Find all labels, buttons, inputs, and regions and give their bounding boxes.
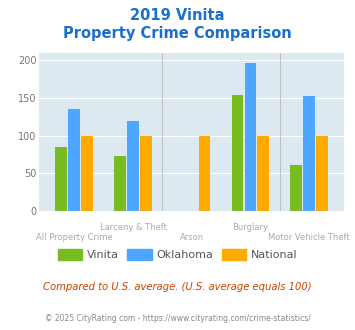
Text: Property Crime Comparison: Property Crime Comparison xyxy=(63,26,292,41)
Bar xyxy=(69,109,80,211)
Text: Motor Vehicle Theft: Motor Vehicle Theft xyxy=(268,233,350,242)
Text: Arson: Arson xyxy=(180,233,204,242)
Bar xyxy=(114,156,126,211)
Text: All Property Crime: All Property Crime xyxy=(36,233,113,242)
Bar xyxy=(55,147,67,211)
Bar xyxy=(81,136,93,211)
Bar xyxy=(290,165,302,211)
Bar xyxy=(127,121,139,211)
Text: 2019 Vinita: 2019 Vinita xyxy=(130,8,225,23)
Legend: Vinita, Oklahoma, National: Vinita, Oklahoma, National xyxy=(53,245,302,265)
Bar xyxy=(303,96,315,211)
Text: Larceny & Theft: Larceny & Theft xyxy=(99,223,166,232)
Text: Compared to U.S. average. (U.S. average equals 100): Compared to U.S. average. (U.S. average … xyxy=(43,282,312,292)
Bar xyxy=(231,95,244,211)
Text: Burglary: Burglary xyxy=(233,223,268,232)
Text: © 2025 CityRating.com - https://www.cityrating.com/crime-statistics/: © 2025 CityRating.com - https://www.city… xyxy=(45,314,310,323)
Bar xyxy=(316,136,328,211)
Bar xyxy=(245,63,256,211)
Bar xyxy=(199,136,211,211)
Bar xyxy=(140,136,152,211)
Bar xyxy=(257,136,269,211)
